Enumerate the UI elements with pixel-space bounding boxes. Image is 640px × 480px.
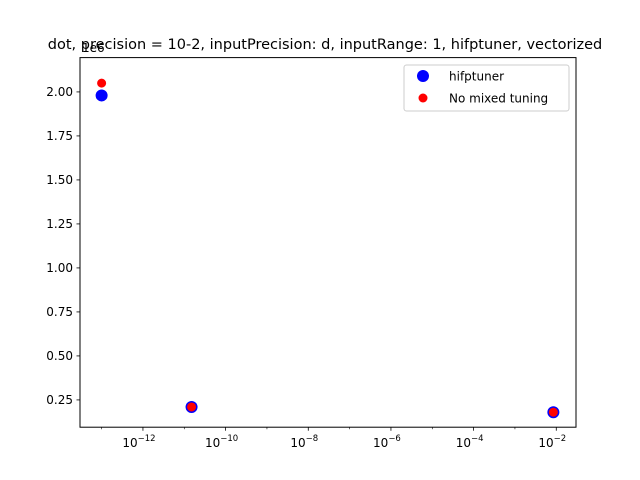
y-tick-label: 1.25 [46,217,73,231]
legend-label: hifptuner [449,69,504,83]
y-tick-label: 2.00 [46,85,73,99]
data-point-no-mixed-tuning [187,402,197,412]
x-tick-label: 10−2 [538,434,566,450]
legend-box [403,64,570,112]
chart-title: dot, precision = 10-2, inputPrecision: d… [48,37,602,53]
data-point-hifptuner [95,89,108,102]
y-tick-label: 1.50 [46,173,73,187]
x-tick-label: 10−6 [373,434,401,450]
x-tick-label: 10−12 [122,434,155,450]
data-point-no-mixed-tuning [548,407,558,417]
y-tick-label: 0.25 [46,393,73,407]
legend: hifptuner No mixed tuning [403,64,570,112]
legend-marker [418,93,428,103]
legend-marker [417,70,429,82]
y-tick-label: 0.50 [46,349,73,363]
plot-area: 10−12 10−10 10−8 10−6 10−4 10−2 0.25 0.50 0.75 1.… [46,78,566,450]
y-tick-label: 1.75 [46,129,73,143]
y-tick-label: 0.75 [46,305,73,319]
axes-frame [79,57,577,428]
x-tick-label: 10−4 [456,434,484,450]
x-tick-label: 10−8 [290,434,318,450]
y-tick-label: 1.00 [46,261,73,275]
legend-label: No mixed tuning [449,91,548,105]
x-tick-label: 10−10 [205,434,238,450]
data-point-no-mixed-tuning [97,78,107,88]
y-offset-label: 1e6 [82,41,105,55]
